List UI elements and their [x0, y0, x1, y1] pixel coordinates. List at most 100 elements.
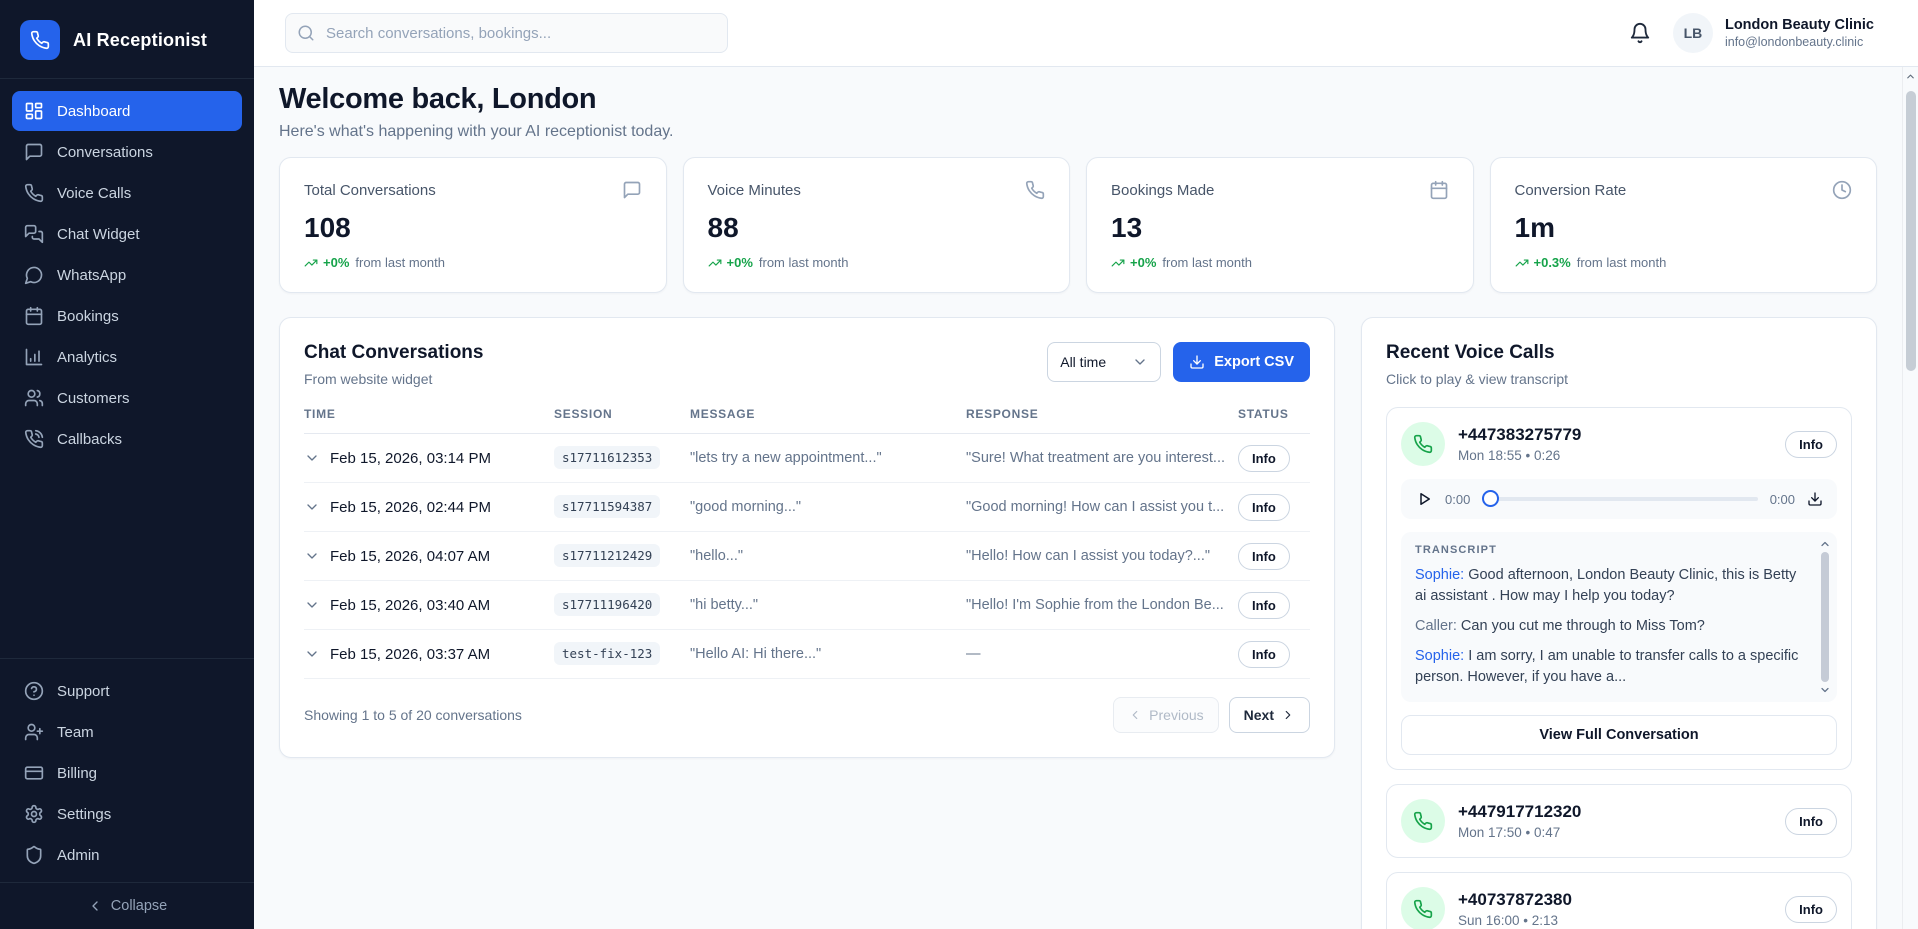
slider-knob[interactable] [1482, 490, 1500, 507]
chevron-down-icon[interactable] [304, 597, 320, 613]
table-row[interactable]: Feb 15, 2026, 03:40 AM s17711196420 "hi … [304, 580, 1310, 630]
sidebar-secondary-nav: Support Team Billing Settings Admin [0, 659, 254, 882]
sidebar-item-support[interactable]: Support [12, 671, 242, 711]
sidebar-item-billing[interactable]: Billing [12, 753, 242, 793]
chevron-down-icon[interactable] [304, 450, 320, 466]
scrollbar-thumb[interactable] [1821, 552, 1829, 683]
sidebar-item-label: Bookings [57, 307, 119, 325]
table-footer: Showing 1 to 5 of 20 conversations Previ… [304, 697, 1310, 733]
call-number: +447917712320 [1458, 802, 1582, 822]
sidebar-item-admin[interactable]: Admin [12, 835, 242, 875]
stat-value: 13 [1111, 212, 1143, 243]
phone-logo-icon [20, 20, 60, 60]
recent-voice-calls-panel: Recent Voice Calls Click to play & view … [1361, 317, 1877, 929]
sidebar-item-bookings[interactable]: Bookings [12, 296, 242, 336]
users-icon [24, 389, 44, 407]
table-row[interactable]: Feb 15, 2026, 03:14 PM s17711612353 "let… [304, 433, 1310, 483]
voice-call-card[interactable]: +40737872380 Sun 16:00 • 2:13 Info [1386, 872, 1852, 929]
sidebar-item-settings[interactable]: Settings [12, 794, 242, 834]
row-time: Feb 15, 2026, 04:07 AM [330, 547, 491, 565]
collapse-button[interactable]: Collapse [0, 883, 254, 929]
stat-label: Voice Minutes [707, 181, 801, 199]
next-page-button[interactable]: Next [1228, 697, 1310, 733]
user-menu[interactable]: LB London Beauty Clinic info@londonbeaut… [1672, 13, 1874, 53]
sidebar-item-label: Admin [57, 846, 100, 864]
sidebar-item-voice-calls[interactable]: Voice Calls [12, 173, 242, 213]
session-badge: s17711594387 [554, 495, 661, 518]
bell-icon[interactable] [1629, 22, 1651, 44]
table-row[interactable]: Feb 15, 2026, 03:37 AM test-fix-123 "Hel… [304, 629, 1310, 679]
voice-call-card[interactable]: +447917712320 Mon 17:50 • 0:47 Info [1386, 784, 1852, 859]
page-scrollbar[interactable] [1902, 67, 1918, 929]
row-response: — [966, 629, 1238, 679]
info-button[interactable]: Info [1238, 640, 1290, 668]
info-button[interactable]: Info [1238, 591, 1290, 619]
sidebar-item-chat-widget[interactable]: Chat Widget [12, 214, 242, 254]
clock-icon [1832, 180, 1852, 200]
call-info-button[interactable]: Info [1785, 430, 1837, 458]
table-row[interactable]: Feb 15, 2026, 04:07 AM s17711212429 "hel… [304, 531, 1310, 581]
transcript-scrollbar[interactable] [1818, 538, 1832, 696]
call-info-button[interactable]: Info [1785, 895, 1837, 923]
col-time: TIME [304, 407, 554, 434]
seek-slider[interactable] [1482, 490, 1758, 508]
info-button[interactable]: Info [1238, 444, 1290, 472]
sidebar-item-customers[interactable]: Customers [12, 378, 242, 418]
sidebar-item-dashboard[interactable]: Dashboard [12, 91, 242, 131]
row-response: "Hello! I'm Sophie from the London Be... [966, 580, 1238, 630]
table-row[interactable]: Feb 15, 2026, 02:44 PM s17711594387 "goo… [304, 482, 1310, 532]
stat-label: Total Conversations [304, 181, 436, 199]
chevron-up-icon[interactable] [1819, 538, 1831, 550]
session-badge: s17711212429 [554, 544, 661, 567]
info-button[interactable]: Info [1238, 493, 1290, 521]
whatsapp-icon [24, 266, 43, 285]
sidebar-item-label: Chat Widget [57, 225, 140, 243]
chevron-down-icon[interactable] [304, 499, 320, 515]
sidebar-item-whatsapp[interactable]: WhatsApp [12, 255, 242, 295]
time-filter-select[interactable]: All time [1047, 342, 1162, 382]
download-icon [1190, 355, 1204, 369]
sidebar-item-conversations[interactable]: Conversations [12, 132, 242, 172]
row-response: "Sure! What treatment are you interest..… [966, 433, 1238, 483]
page-title: Welcome back, London [279, 83, 597, 115]
stat-trend: +0% from last month [304, 255, 642, 270]
voice-call-card-expanded[interactable]: +447383275779 Mon 18:55 • 0:26 Info 0:00… [1386, 407, 1852, 771]
view-full-conversation-button[interactable]: View Full Conversation [1401, 715, 1837, 756]
search-input[interactable] [285, 13, 728, 53]
chevron-down-icon[interactable] [1819, 684, 1831, 696]
sidebar-item-callbacks[interactable]: Callbacks [12, 419, 242, 459]
search-container [285, 13, 728, 53]
page-content: Welcome back, London Here's what's happe… [254, 67, 1918, 929]
call-info-button[interactable]: Info [1785, 807, 1837, 835]
sidebar-item-label: Dashboard [57, 102, 131, 120]
scrollbar-thumb[interactable] [1906, 91, 1916, 371]
session-badge: test-fix-123 [554, 642, 661, 665]
trending-up-icon [304, 259, 318, 266]
chevron-down-icon [1135, 359, 1145, 365]
stat-trend: +0% from last month [708, 255, 1046, 270]
sidebar-item-label: Team [57, 723, 94, 741]
stat-value: 108 [304, 212, 351, 243]
stat-trend: +0% from last month [1111, 255, 1449, 270]
phone-icon [1025, 180, 1045, 200]
export-csv-button[interactable]: Export CSV [1173, 342, 1310, 382]
info-button[interactable]: Info [1238, 542, 1290, 570]
user-email: info@londonbeauty.clinic [1724, 35, 1864, 49]
scroll-up-arrow-icon[interactable] [1905, 71, 1916, 82]
previous-page-button[interactable]: Previous [1113, 697, 1219, 733]
chevron-down-icon[interactable] [304, 646, 320, 662]
sidebar-item-label: Customers [57, 389, 130, 407]
user-name: London Beauty Clinic [1724, 17, 1874, 33]
chat-icon [623, 181, 640, 199]
transcript-line: Sophie: I am sorry, I am unable to trans… [1415, 648, 1799, 686]
play-button[interactable] [1415, 490, 1433, 508]
pagination-summary: Showing 1 to 5 of 20 conversations [304, 707, 522, 723]
conversations-icon [25, 143, 43, 161]
sidebar-item-analytics[interactable]: Analytics [12, 337, 242, 377]
app-logo: AI Receptionist [0, 0, 254, 78]
chevron-down-icon[interactable] [304, 548, 320, 564]
conversations-table: TIME SESSION MESSAGE RESPONSE STATUS Feb… [304, 407, 1310, 679]
call-phone-icon [1401, 887, 1445, 929]
download-audio-button[interactable] [1807, 491, 1823, 507]
sidebar-item-team[interactable]: Team [12, 712, 242, 752]
